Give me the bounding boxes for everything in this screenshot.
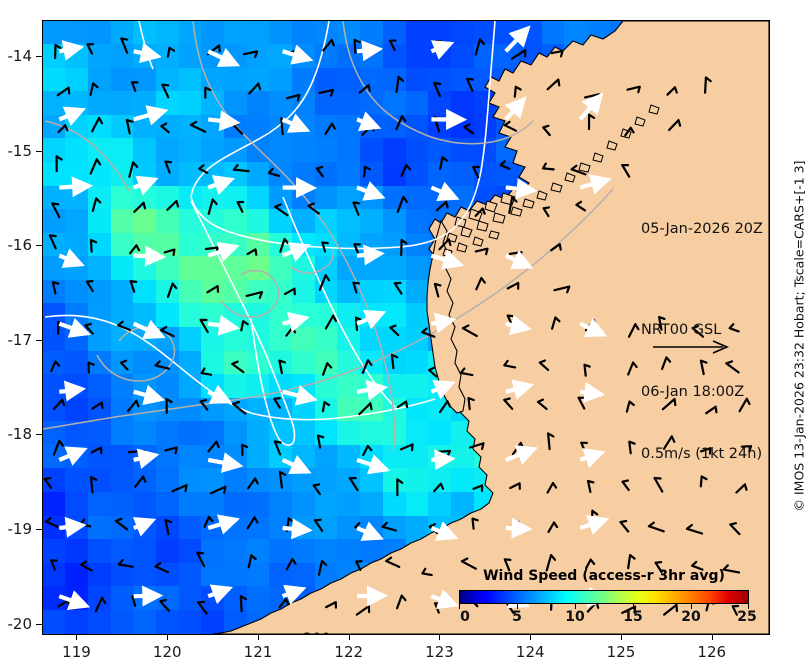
colorbar-tick-label: 25 — [737, 609, 757, 625]
colorbar-tick-mark — [575, 604, 576, 609]
contour-200m-label: 200m — [303, 629, 354, 634]
map-plot-area[interactable]: 05-Jan-2026 20Z NRT00 GSL 06-Jan 18:00Z … — [42, 20, 770, 635]
y-tick-mark — [36, 150, 42, 152]
colorbar[interactable]: Wind Speed (access-r 3hr avg) 0 5 10 15 20 25 — [459, 568, 757, 628]
y-tick-mark — [36, 623, 42, 625]
colorbar-title: Wind Speed (access-r 3hr avg) — [483, 568, 725, 584]
x-tick-label: 126 — [697, 643, 727, 661]
y-tick-label: -15 — [7, 141, 33, 160]
x-tick-mark — [711, 634, 713, 640]
model-time-label: 06-Jan 18:00Z — [641, 383, 745, 400]
x-tick-label: 120 — [152, 643, 182, 661]
y-tick-label: -14 — [7, 46, 33, 65]
x-tick-label: 123 — [425, 643, 454, 661]
y-tick-mark — [36, 528, 42, 530]
scale-arrow-icon — [653, 340, 730, 354]
y-tick-mark — [36, 339, 42, 341]
y-tick-mark — [36, 55, 42, 57]
y-tick-mark — [36, 245, 42, 247]
y-tick-label: -19 — [7, 519, 33, 538]
colorbar-tick-mark — [633, 604, 634, 609]
x-tick-label: 119 — [62, 643, 91, 661]
colorbar-tick-label: 0 — [460, 609, 470, 625]
colorbar-gradient — [459, 590, 749, 604]
x-tick-mark — [620, 634, 622, 640]
colorbar-tick-mark — [459, 604, 460, 609]
colorbar-tick-label: 20 — [681, 609, 701, 625]
x-tick-mark — [348, 634, 350, 640]
x-tick-label: 125 — [606, 643, 636, 661]
credit-text: © IMOS 13-Jan-2026 23:32 Hobart; Tscale=… — [791, 160, 807, 512]
x-tick-mark — [530, 634, 532, 640]
colorbar-tick-mark — [691, 604, 692, 609]
model-info-block: NRT00 GSL 06-Jan 18:00Z 0.5m/s (1kt 24h) — [641, 279, 762, 505]
x-tick-mark — [167, 634, 169, 640]
y-tick-mark — [36, 434, 42, 436]
model-name-label: NRT00 GSL — [641, 322, 722, 339]
x-tick-label: 122 — [334, 643, 364, 661]
colorbar-tick-label: 15 — [623, 609, 643, 625]
colorbar-tick-mark — [748, 604, 749, 609]
x-tick-label: 124 — [515, 643, 545, 661]
depth-contour-legend: 200m 1000m — [303, 588, 354, 634]
x-tick-mark — [76, 634, 78, 640]
model-scale-label: 0.5m/s (1kt 24h) — [641, 445, 763, 462]
y-tick-label: -17 — [7, 330, 33, 349]
colorbar-tick-mark — [517, 604, 518, 609]
credit-container: © IMOS 13-Jan-2026 23:32 Hobart; Tscale=… — [788, 0, 810, 672]
y-tick-label: -20 — [7, 614, 33, 633]
y-tick-label: -18 — [7, 425, 33, 444]
x-tick-mark — [257, 634, 259, 640]
colorbar-tick-label: 5 — [512, 609, 522, 625]
colorbar-tick-label: 10 — [565, 609, 585, 625]
x-tick-mark — [439, 634, 441, 640]
x-tick-label: 121 — [243, 643, 273, 661]
y-tick-label: -16 — [7, 236, 33, 255]
reference-scale-arrow — [651, 339, 741, 355]
timestamp-annotation: 05-Jan-2026 20Z — [641, 221, 763, 237]
